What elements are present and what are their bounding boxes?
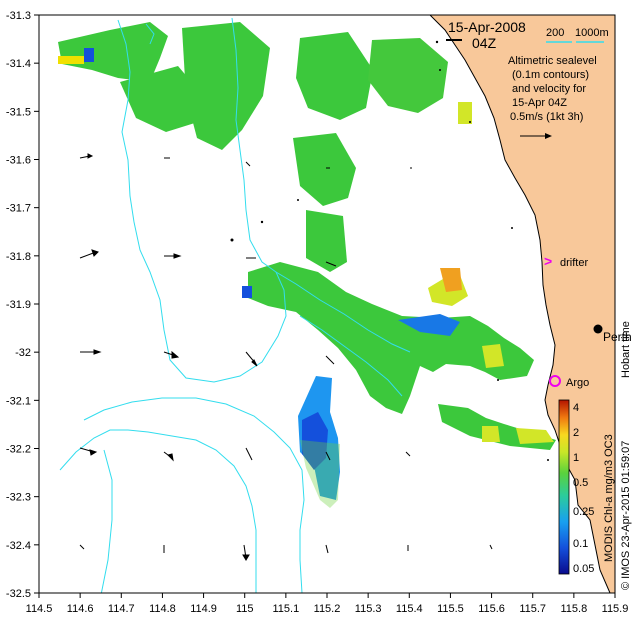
y-tick-label: -32.1: [6, 395, 31, 407]
x-tick-label: 115.7: [519, 603, 546, 615]
imos-credit: © IMOS 23-Apr-2015 01:59:07: [620, 441, 632, 590]
colorbar: [558, 399, 570, 575]
legend-line: and velocity for: [512, 83, 586, 95]
colorbar-tick: 1: [573, 452, 579, 464]
hobart-time-label: Hobart time: [620, 321, 632, 378]
y-tick-label: -31.3: [6, 10, 31, 22]
x-tick-label: 115.8: [560, 603, 587, 615]
argo-marker-icon: [549, 375, 561, 387]
scale-label-200: 200: [546, 27, 564, 39]
x-tick-label: 115.1: [272, 603, 299, 615]
colorbar-tick: 0.05: [573, 563, 594, 575]
altimetry-legend: Altimetric sealevel (0.1m contours) and …: [508, 55, 597, 139]
colorbar-title: MODIS Chl-a mg/m3 OC3: [603, 434, 615, 562]
coastline-dots: [230, 40, 549, 461]
x-tick-label: 115.4: [396, 603, 423, 615]
y-tick-label: -31.4: [6, 58, 31, 70]
x-tick-label: 115.2: [314, 603, 341, 615]
y-tick-label: -32.3: [6, 492, 31, 504]
x-tick-label: 114.9: [190, 603, 217, 615]
x-tick-label: 114.5: [26, 603, 53, 615]
legend-line: (0.1m contours): [512, 69, 589, 81]
x-tick-label: 115.3: [355, 603, 382, 615]
chlorophyll-field: [58, 22, 556, 508]
x-tick-label: 115.9: [602, 603, 629, 615]
colorbar-ticks: 4 2 1 0.5 0.25 0.1 0.05: [573, 402, 594, 575]
colorbar-tick: 0.5: [573, 477, 588, 489]
legend-line: 0.5m/s (1kt 3h): [510, 111, 583, 123]
scale-label-1000m: 1000m: [575, 27, 609, 39]
perth-marker-icon: [593, 324, 603, 334]
y-tick-label: -32.4: [6, 540, 31, 552]
map-title-date: 15-Apr-2008: [448, 19, 526, 35]
x-tick-label: 114.8: [149, 603, 176, 615]
y-tick-label: -32: [15, 347, 31, 359]
x-tick-label: 115: [236, 603, 254, 615]
velocity-arrows: [79, 153, 493, 561]
legend-line: 15-Apr 04Z: [512, 97, 567, 109]
perth-label: Perth: [603, 330, 632, 344]
y-tick-label: -31.6: [6, 155, 31, 167]
drifter-label: drifter: [560, 257, 588, 269]
y-tick-label: -32.5: [6, 588, 31, 600]
y-tick-label: -31.8: [6, 251, 31, 263]
colorbar-tick: 4: [573, 402, 579, 414]
x-tick-label: 115.5: [437, 603, 464, 615]
y-tick-label: -31.5: [6, 106, 31, 118]
argo-label: Argo: [566, 377, 589, 389]
colorbar-tick: 2: [573, 427, 579, 439]
x-tick-label: 114.6: [67, 603, 94, 615]
x-tick-label: 114.7: [108, 603, 135, 615]
y-tick-label: -32.2: [6, 444, 31, 456]
colorbar-tick: 0.25: [573, 506, 594, 518]
y-axis: -31.3 -31.4 -31.5 -31.6 -31.7 -31.8 -31.9 -32 -3…: [6, 10, 39, 600]
legend-velocity-arrowhead: [545, 133, 552, 139]
drifter-marker-icon: >: [544, 253, 552, 269]
legend-line: Altimetric sealevel: [508, 55, 597, 67]
y-tick-label: -31.7: [6, 203, 31, 215]
y-tick-label: -31.9: [6, 299, 31, 311]
x-tick-label: 115.6: [478, 603, 505, 615]
colorbar-tick: 0.1: [573, 538, 588, 550]
x-axis: 114.5 114.6 114.7 114.8 114.9 115 115.1 115.2 11…: [26, 593, 629, 615]
map-title-time: 04Z: [472, 35, 497, 51]
isobath-lines: [59, 17, 411, 593]
